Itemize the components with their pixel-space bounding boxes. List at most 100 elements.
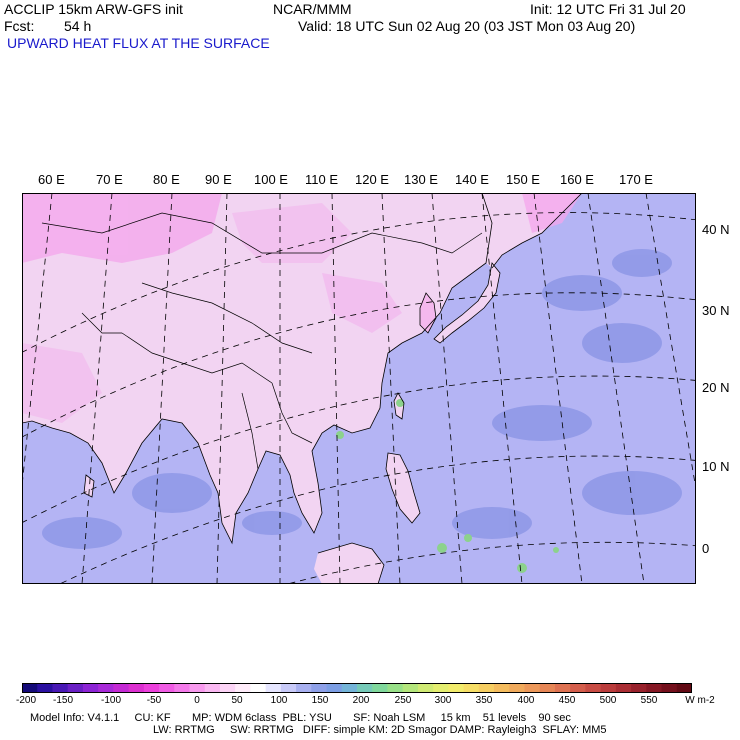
colorbar-cell [417, 683, 434, 693]
colorbar-tick-label: 550 [640, 695, 658, 706]
colorbar-cell [585, 683, 602, 693]
colorbar-cell [143, 683, 160, 693]
colorbar-tick-label: 0 [194, 695, 200, 706]
green-flux-patches [336, 399, 559, 573]
lon-label: 140 E [455, 172, 489, 187]
graticule [22, 193, 696, 584]
colorbar-cell [250, 683, 267, 693]
lon-label: 60 E [38, 172, 65, 187]
colorbar-cell [509, 683, 525, 693]
sri-lanka [84, 475, 94, 497]
init-time: Init: 12 UTC Fri 31 Jul 20 [530, 1, 686, 17]
colorbar-cell [311, 683, 328, 693]
colorbar-tick-label: 450 [558, 695, 576, 706]
positive-flux-patches [22, 193, 582, 423]
coastlines [22, 193, 583, 584]
valid-time: Valid: 18 UTC Sun 02 Aug 20 (03 JST Mon … [298, 18, 636, 34]
colorbar-cell [631, 683, 647, 693]
colorbar-cell [113, 683, 130, 693]
colorbar-cell [98, 683, 114, 693]
colorbar-cell [600, 683, 617, 693]
colorbar-cell [646, 683, 663, 693]
colorbar-cell [280, 683, 297, 693]
lat-label: 10 N [702, 459, 730, 474]
colorbar-tick-label: 150 [311, 695, 329, 706]
lon-label: 80 E [153, 172, 180, 187]
colorbar-cell [326, 683, 343, 693]
model-info-line2: LW: RRTMG SW: RRTMG DIFF: simple KM: 2D … [153, 724, 607, 736]
colorbar-tick-label: -100 [100, 695, 122, 706]
colorbar-tick-label: 100 [270, 695, 288, 706]
lon-label: 70 E [96, 172, 123, 187]
colorbar-tick-label: 50 [231, 695, 243, 706]
lon-label: 160 E [560, 172, 594, 187]
colorbar-tick-label: -50 [146, 695, 162, 706]
colorbar-cell [676, 683, 692, 693]
colorbar-tick-label: 200 [352, 695, 370, 706]
lat-label: 20 N [702, 380, 730, 395]
colorbar-cell [554, 683, 571, 693]
colorbar-cell [524, 683, 541, 693]
colorbar-cell [296, 683, 312, 693]
colorbar-cell [204, 683, 221, 693]
field-title: UPWARD HEAT FLUX AT THE SURFACE [7, 35, 270, 51]
colorbar-cell [159, 683, 175, 693]
negative-flux-patches [42, 249, 682, 549]
fcst-label: Fcst: [4, 18, 35, 34]
colorbar [22, 683, 692, 693]
colorbar-cell [22, 683, 38, 693]
colorbar-tick-label: -200 [15, 695, 37, 706]
model-info-line1: Model Info: V4.1.1 CU: KF MP: WDM 6class… [30, 712, 571, 724]
colorbar-tick-label: 500 [599, 695, 617, 706]
model-title: ACCLIP 15km ARW-GFS init [4, 1, 183, 17]
national-borders [41, 212, 483, 470]
colorbar-cell [67, 683, 84, 693]
colorbar-tick-label: 400 [517, 695, 535, 706]
colorbar-cell [82, 683, 99, 693]
borneo [314, 543, 384, 584]
organization: NCAR/MMM [273, 1, 352, 17]
colorbar-cell [448, 683, 465, 693]
colorbar-cell [433, 683, 449, 693]
colorbar-cell [494, 683, 510, 693]
colorbar-cell [539, 683, 556, 693]
korea [420, 293, 436, 333]
colorbar-cell [463, 683, 480, 693]
colorbar-cell [402, 683, 419, 693]
colorbar-cell [478, 683, 495, 693]
lon-label: 170 E [619, 172, 653, 187]
colorbar-cell [174, 683, 190, 693]
lat-label: 0 [702, 541, 710, 556]
map-frame [22, 193, 696, 584]
colorbar-cell [37, 683, 53, 693]
colorbar-cell [219, 683, 236, 693]
lon-label: 100 E [254, 172, 288, 187]
colorbar-cell [341, 683, 358, 693]
colorbar-cell [570, 683, 586, 693]
fcst-value: 54 h [64, 18, 92, 34]
colorbar-cell [387, 683, 404, 693]
colorbar-cell [661, 683, 678, 693]
lat-label: 40 N [702, 222, 730, 237]
colorbar-cell [615, 683, 632, 693]
colorbar-cell [265, 683, 282, 693]
colorbar-cell [357, 683, 373, 693]
colorbar-cell [372, 683, 388, 693]
colorbar-tick-label: 300 [434, 695, 452, 706]
colorbar-cell [235, 683, 251, 693]
colorbar-tick-label: 250 [394, 695, 412, 706]
colorbar-cell [189, 683, 206, 693]
japan [434, 263, 500, 343]
colorbar-cell [128, 683, 145, 693]
lon-label: 110 E [305, 172, 339, 187]
heat-flux-map [22, 193, 696, 584]
lon-label: 90 E [205, 172, 232, 187]
colorbar-cell [52, 683, 69, 693]
lat-label: 30 N [702, 303, 730, 318]
colorbar-unit: W m-2 [685, 695, 715, 706]
lon-label: 130 E [404, 172, 438, 187]
lon-label: 150 E [506, 172, 540, 187]
lon-label: 120 E [355, 172, 389, 187]
asia-landmass [22, 193, 492, 543]
colorbar-tick-label: -150 [52, 695, 74, 706]
